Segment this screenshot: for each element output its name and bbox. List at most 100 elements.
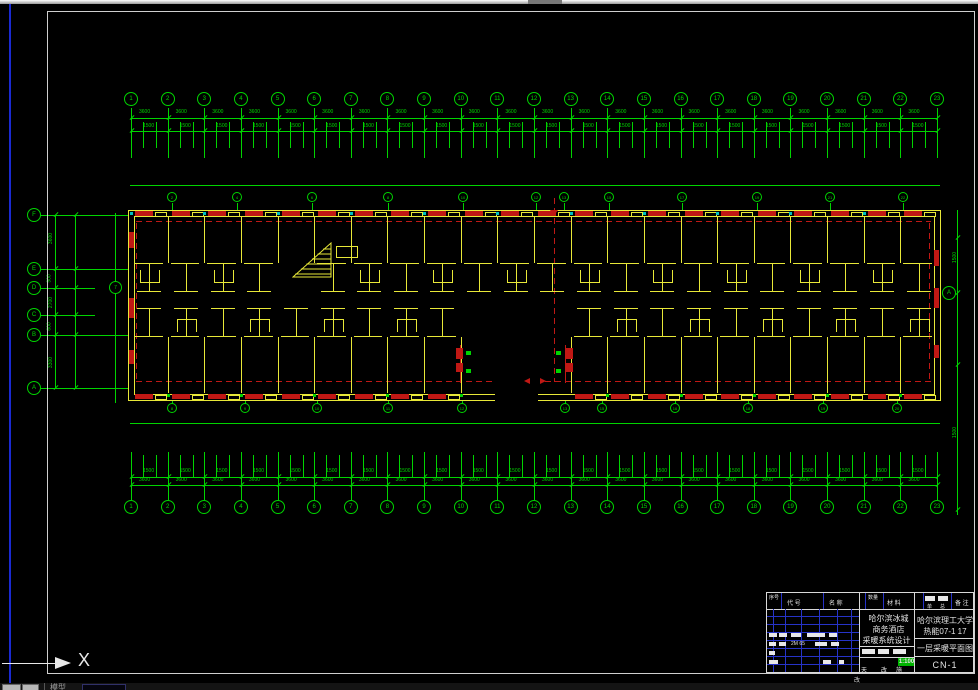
radiator-bracket xyxy=(799,270,820,283)
wall-hatch-bottom xyxy=(721,394,740,399)
dim-text-window: 1500 xyxy=(252,468,265,474)
junction-tick xyxy=(313,394,317,397)
bom-header-qty: 数量 xyxy=(868,595,879,601)
dim-text-bay: 3600 xyxy=(835,477,847,483)
ext-line xyxy=(289,122,291,148)
dim-text-window: 1500 xyxy=(875,123,887,129)
window-bottom xyxy=(264,395,277,400)
radiator-cap xyxy=(540,291,565,292)
radiator-stem xyxy=(882,264,884,292)
partition-bottom xyxy=(607,337,609,393)
dim-text-window: 1500 xyxy=(143,123,155,129)
corridor-wall-top xyxy=(866,263,896,264)
corridor-wall-top xyxy=(903,263,932,264)
ext-line xyxy=(912,455,914,477)
window-top xyxy=(374,212,387,217)
org-line1: 哈尔滨理工大学 xyxy=(917,616,973,625)
window-bottom xyxy=(448,395,461,400)
window-top xyxy=(667,212,680,217)
pipe-dashed-line xyxy=(136,221,931,222)
pipe-dashed-line xyxy=(136,223,137,380)
ext-line xyxy=(216,455,218,477)
corridor-wall-bottom xyxy=(866,336,896,337)
dim-text-window: 1500 xyxy=(912,468,924,474)
window-top xyxy=(484,212,497,217)
sub-bubble-top: 13 xyxy=(559,192,569,202)
ext-line xyxy=(172,400,173,404)
ext-line xyxy=(912,122,914,148)
dim-text-window: 1500 xyxy=(729,468,741,474)
dim-text-bay: 3600 xyxy=(139,477,151,483)
ext-line xyxy=(497,108,499,158)
radiator-cap xyxy=(393,308,418,309)
wall-hatch-top xyxy=(244,211,263,216)
grid-bubble-top: 7 xyxy=(343,92,358,106)
ext-line xyxy=(729,122,731,148)
ext-line xyxy=(546,455,547,477)
dim-text-bay: 3600 xyxy=(725,477,737,483)
radiator-cap xyxy=(870,308,895,309)
wall-hatch-top xyxy=(208,211,227,216)
grid-bubble-top: 19 xyxy=(783,92,798,106)
paper-frame-left xyxy=(47,11,48,673)
grid-bubble-top: 3 xyxy=(197,92,212,106)
org-line2: 热能07-1 17 xyxy=(923,627,967,636)
window-top xyxy=(228,212,241,217)
window-top-knob[interactable] xyxy=(528,0,562,4)
dim-text-bay: 3600 xyxy=(358,109,370,115)
sub-bubble-bottom: 8 xyxy=(167,403,177,413)
tab-nav-button[interactable] xyxy=(2,684,21,690)
radiator-cap xyxy=(357,291,382,292)
paper-frame-right xyxy=(974,11,975,673)
grid-bubble-top: 21 xyxy=(856,92,871,106)
wall-hatch-top xyxy=(794,211,813,216)
radiator-bracket xyxy=(140,270,161,283)
radiator-bracket xyxy=(250,319,271,332)
ext-line xyxy=(903,203,904,210)
junction-tick xyxy=(203,212,207,215)
radiator-cap xyxy=(576,308,601,309)
ext-line xyxy=(559,122,560,148)
partition-bottom xyxy=(827,337,829,393)
wall-hatch-top xyxy=(867,211,886,216)
ext-line xyxy=(485,455,487,477)
radiator-stem xyxy=(405,308,407,336)
window-top-strip xyxy=(0,0,978,4)
dim-text-bay: 3600 xyxy=(725,109,737,115)
layout-tab[interactable] xyxy=(82,684,126,690)
ext-line xyxy=(312,203,313,210)
ext-line xyxy=(41,335,128,336)
dim-text-bay: 3600 xyxy=(651,109,664,115)
grid-bubble-top: 8 xyxy=(380,92,395,106)
radiator-stem xyxy=(149,308,151,336)
grid-bubble-top: 5 xyxy=(270,92,285,106)
model-tab[interactable]: 模型 xyxy=(50,683,66,690)
partition-top xyxy=(167,217,169,263)
radiator-bracket xyxy=(616,319,637,332)
grid-bubble-top: 12 xyxy=(527,92,541,106)
entrance-gap xyxy=(495,392,538,401)
radiator-stem xyxy=(479,264,481,292)
radiator-bracket xyxy=(836,319,857,332)
radiator-stem xyxy=(845,264,847,292)
tab-nav-button[interactable] xyxy=(22,684,39,690)
bom-header-note: 备 注 xyxy=(955,601,969,607)
ext-line xyxy=(463,203,464,210)
grid-bubble-bottom: 17 xyxy=(710,500,725,514)
sub-bubble-top: 2 xyxy=(167,192,177,202)
grid-bubble-left: C xyxy=(27,308,41,322)
ext-line xyxy=(602,400,603,404)
ext-line xyxy=(534,108,535,158)
drawing-canvas[interactable]: 1 3600 1500 2 3600 1500 3 3600 1500 4 3600 1500 5 360… xyxy=(0,4,978,683)
ext-line xyxy=(668,122,670,148)
window-top xyxy=(814,212,827,217)
sub-bubble-top: 15 xyxy=(604,192,614,202)
footer-char2: 改 xyxy=(881,668,888,674)
dim-text-bay: 3600 xyxy=(871,109,883,115)
window-top xyxy=(741,212,754,217)
ext-line xyxy=(509,455,511,477)
corridor-wall-top xyxy=(720,263,749,264)
grid-bubble-top: 18 xyxy=(746,92,761,106)
ext-line xyxy=(179,122,181,148)
pipe-arrow-icon xyxy=(540,378,546,384)
